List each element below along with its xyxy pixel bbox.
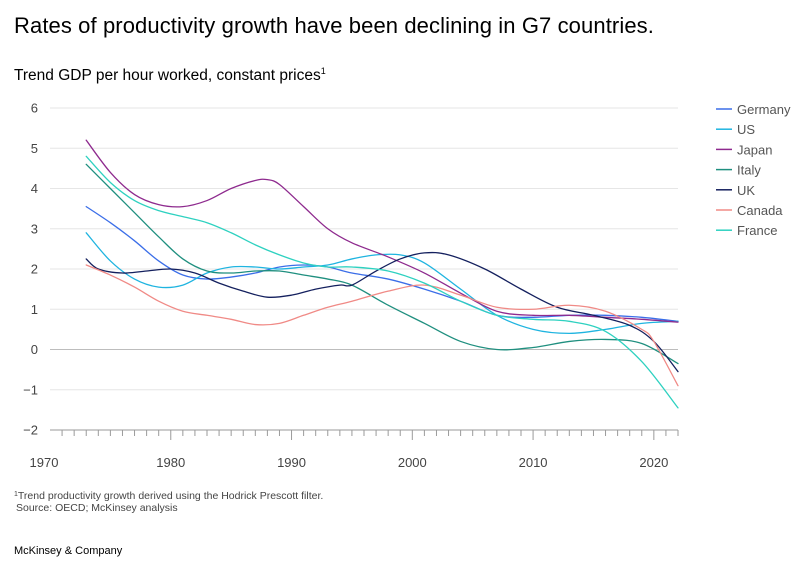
- legend-label-canada: Canada: [737, 203, 783, 218]
- x-tick-label: 1980: [156, 455, 185, 470]
- x-tick-label: 2000: [398, 455, 427, 470]
- chart-subtitle: Trend GDP per hour worked, constant pric…: [14, 66, 326, 85]
- series-line-germany: [85, 205, 679, 322]
- legend-label-us: US: [737, 122, 755, 137]
- footnote-text: Trend productivity growth derived using …: [17, 490, 324, 502]
- legend-label-uk: UK: [737, 183, 755, 198]
- legend-label-japan: Japan: [737, 142, 772, 157]
- y-tick-label: 1: [31, 302, 38, 317]
- y-tick-label: 5: [31, 141, 38, 156]
- source-note: Source: OECD; McKinsey analysis: [16, 502, 178, 514]
- footnote-marker: 1: [14, 491, 18, 498]
- y-tick-label: 2: [31, 262, 38, 277]
- series-line-italy: [85, 163, 679, 365]
- x-axis: 1970 1980 1990 2000 2010 2020: [30, 429, 679, 470]
- y-tick-label: 0: [31, 342, 38, 357]
- x-tick-label: 1970: [30, 455, 59, 470]
- y-tick-label: 4: [31, 181, 38, 196]
- subtitle-footnote-marker: 1: [320, 66, 326, 76]
- series-lines: [85, 139, 679, 409]
- x-tick-label: 1990: [277, 455, 306, 470]
- series-line-uk: [85, 251, 679, 373]
- legend-label-italy: Italy: [737, 163, 761, 178]
- x-tick-label: 2020: [639, 455, 668, 470]
- y-axis: −2 −1 0 1 2 3 4 5 6: [23, 101, 38, 438]
- y-tick-label: −1: [23, 382, 38, 397]
- x-tick-label: 2010: [519, 455, 548, 470]
- y-tick-label: −2: [23, 423, 38, 438]
- series-line-japan: [85, 139, 679, 323]
- series-line-canada: [85, 264, 679, 387]
- chart-title: Rates of productivity growth have been d…: [14, 13, 654, 38]
- y-tick-label: 6: [31, 101, 38, 116]
- subtitle-text: Trend GDP per hour worked, constant pric…: [14, 67, 321, 84]
- line-chart: −2 −1 0 1 2 3 4 5 6 1970 1980 1990 2000 2010 2020 Ger…: [23, 101, 791, 471]
- series-line-france: [85, 155, 679, 409]
- brand-logo-text: McKinsey & Company: [14, 545, 123, 557]
- legend: Germany US Japan Italy UK Canada France: [716, 102, 791, 238]
- gridlines: [50, 107, 678, 431]
- y-tick-label: 3: [31, 221, 38, 236]
- series-line-us: [85, 232, 679, 335]
- footnote: 1Trend productivity growth derived using…: [14, 488, 323, 503]
- legend-label-germany: Germany: [737, 102, 791, 117]
- legend-label-france: France: [737, 223, 777, 238]
